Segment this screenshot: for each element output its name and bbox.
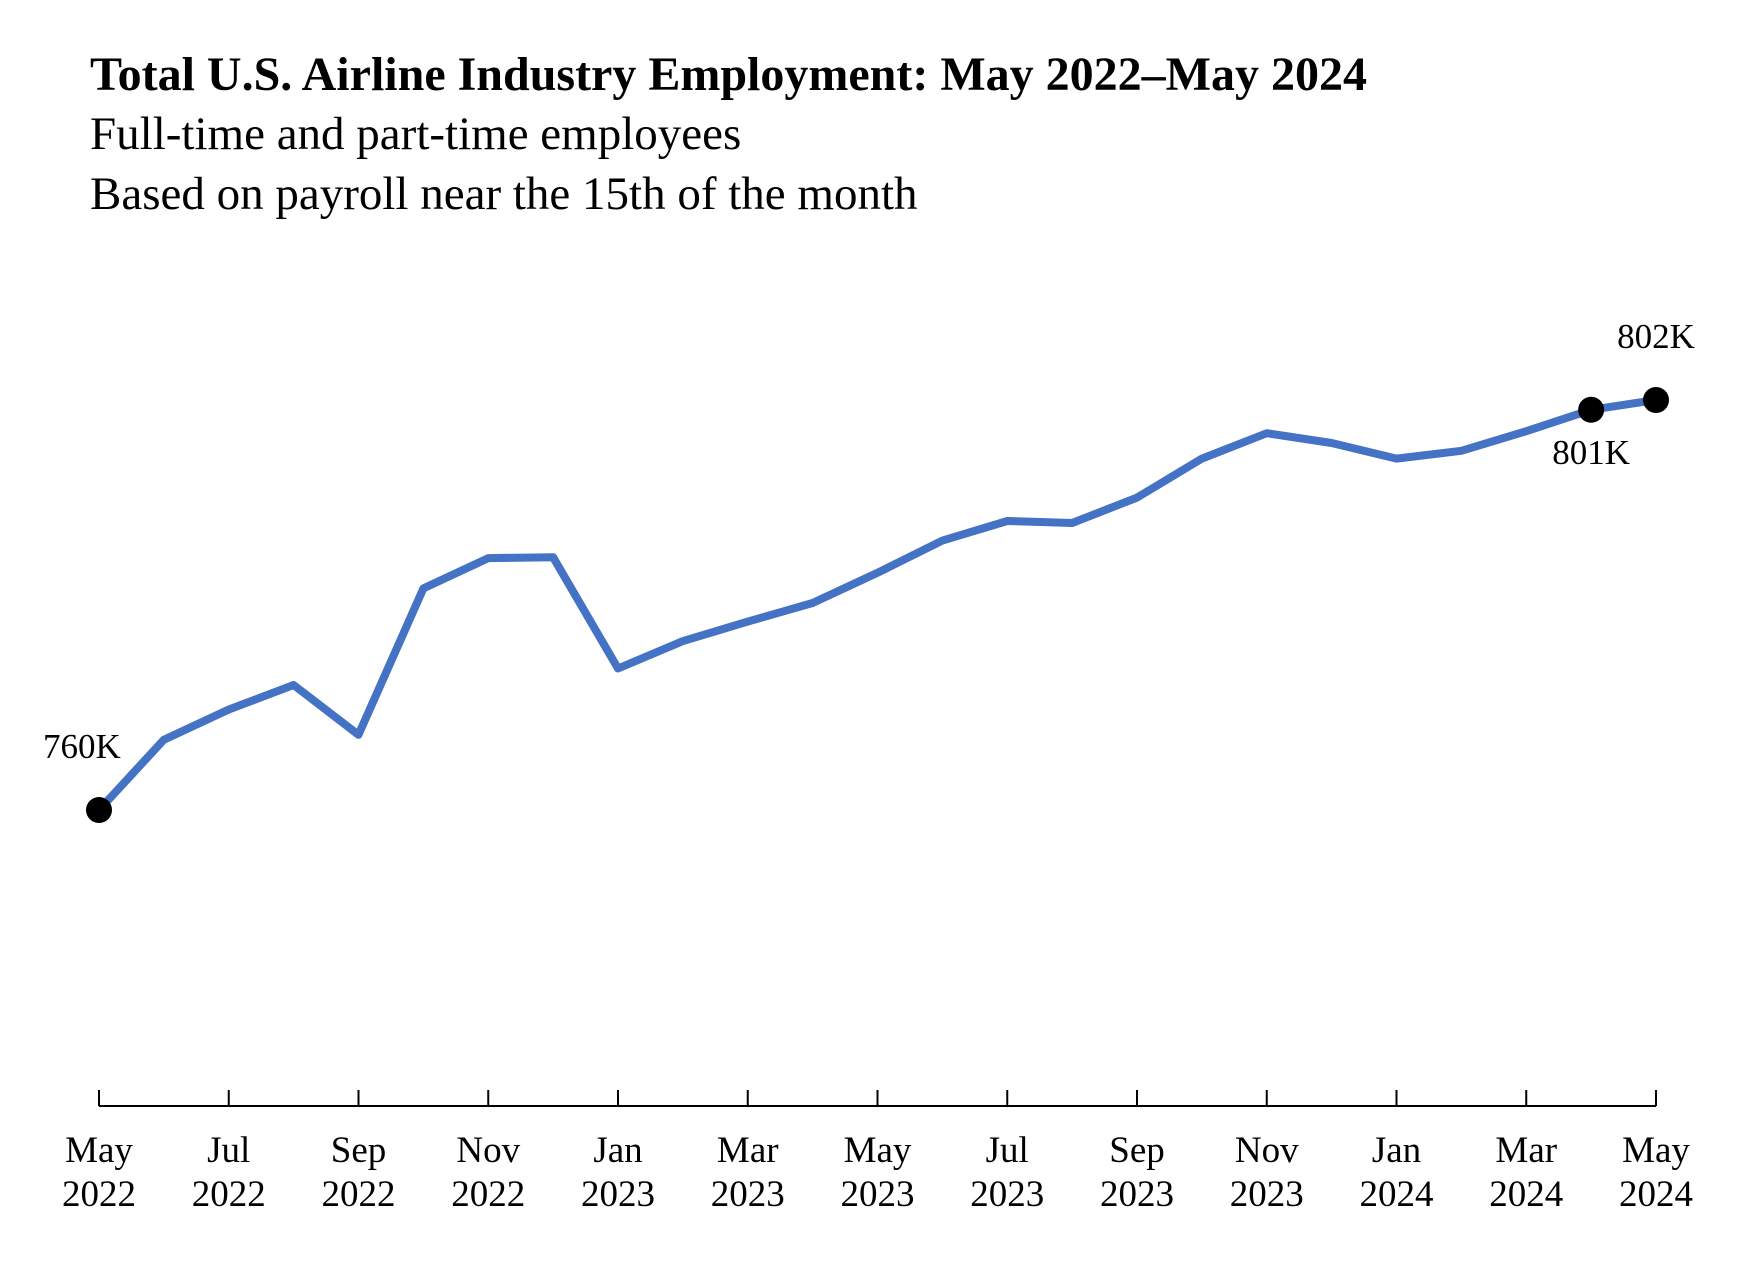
x-tick-label-year: 2022 bbox=[192, 1174, 266, 1215]
x-tick-label-month: Jan bbox=[1372, 1130, 1421, 1171]
data-point-marker bbox=[1643, 387, 1669, 413]
x-tick-label-month: Sep bbox=[331, 1130, 387, 1171]
x-tick-label-month: Jul bbox=[986, 1130, 1029, 1171]
x-tick-label-year: 2022 bbox=[62, 1174, 136, 1215]
x-tick-label-month: Nov bbox=[456, 1130, 520, 1171]
data-point-marker bbox=[86, 797, 112, 823]
chart-title: Total U.S. Airline Industry Employment: … bbox=[90, 48, 1367, 101]
x-tick-label-year: 2024 bbox=[1360, 1174, 1434, 1215]
x-tick-label-month: Jul bbox=[207, 1130, 250, 1171]
data-label: 801K bbox=[1552, 433, 1630, 472]
x-tick-label-month: Nov bbox=[1235, 1130, 1299, 1171]
x-tick-label-month: Sep bbox=[1109, 1130, 1165, 1171]
chart-header: Total U.S. Airline Industry Employment: … bbox=[90, 46, 1650, 224]
chart-subtitle-line-1: Full-time and part-time employees bbox=[90, 108, 742, 160]
x-tick-label-month: Mar bbox=[1495, 1130, 1557, 1171]
x-tick-label-year: 2024 bbox=[1619, 1174, 1693, 1215]
x-tick-label-month: May bbox=[1622, 1130, 1690, 1171]
x-tick-label-month: Mar bbox=[717, 1130, 779, 1171]
x-tick-label-year: 2023 bbox=[841, 1174, 915, 1215]
series-line bbox=[95, 396, 1660, 814]
x-tick-label-year: 2022 bbox=[322, 1174, 396, 1215]
x-tick-label-year: 2023 bbox=[1230, 1174, 1304, 1215]
x-tick-label-month: Jan bbox=[593, 1130, 642, 1171]
data-label: 760K bbox=[43, 727, 121, 766]
x-tick-label-month: May bbox=[844, 1130, 912, 1171]
x-tick-label-year: 2023 bbox=[1100, 1174, 1174, 1215]
x-tick-label-year: 2023 bbox=[970, 1174, 1044, 1215]
data-point-marker bbox=[1578, 396, 1605, 423]
chart-subtitle-line-2: Based on payroll near the 15th of the mo… bbox=[90, 168, 918, 220]
data-label: 802K bbox=[1617, 317, 1695, 356]
x-tick-label-year: 2023 bbox=[581, 1174, 655, 1215]
x-tick-label-year: 2024 bbox=[1489, 1174, 1563, 1215]
x-tick-label-month: May bbox=[65, 1130, 133, 1171]
x-tick-label-year: 2023 bbox=[711, 1174, 785, 1215]
x-tick-label-year: 2022 bbox=[451, 1174, 525, 1215]
